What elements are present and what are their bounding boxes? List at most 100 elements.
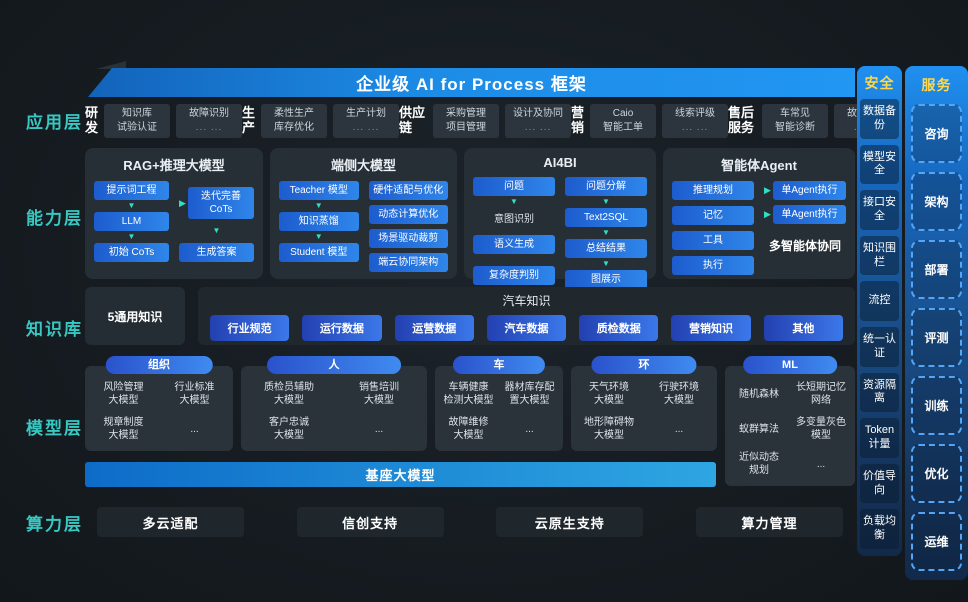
security-item: 资源隔离 [860,372,899,413]
service-item: 训练 [911,376,962,435]
flow-node: 单Agent执行 [772,205,846,224]
flow-node: 图展示 [565,270,647,289]
knowledge-pill: 行业规范 [210,315,290,341]
flow-node: 总结结果 [565,239,647,258]
model-item: ... [816,458,826,470]
service-item: 架构 [911,172,962,231]
model-item: 长短期记忆 网络 [796,382,846,406]
security-item: 知识围栏 [860,235,899,276]
knowledge-pill: 运行数据 [302,315,382,341]
compute-box: 多云适配 [97,507,244,537]
app-box: 柔性生产 库存优化 [261,104,328,138]
model-item: 蚁群算法 [739,423,779,435]
arrow-down-icon: ▼ [127,232,136,241]
auto-knowledge-title: 汽车知识 [502,294,551,308]
model-item: 客户忠诚 大模型 [269,417,309,441]
app-box: 故障识别 ... ... [176,104,243,138]
flow-node: 单Agent执行 [772,181,846,200]
arrow-down-icon: ▼ [314,232,323,241]
app-group-production: 生产 柔性生产 库存优化 生产计划 ... ... [242,104,400,138]
service-item: 评测 [911,308,962,367]
app-box: 生产计划 ... ... [333,104,400,138]
model-item: 多变量灰色 模型 [796,417,846,441]
model-group-people: 人 质检员辅助 大模型 销售培训 大模型 客户忠诚 大模型 ... [241,356,427,451]
knowledge-pill: 其他 [763,315,843,341]
auto-knowledge-panel: 汽车知识 行业规范 运行数据 运营数据 汽车数据 质检数据 营销知识 其他 [198,287,855,345]
service-column: 服务 咨询 架构 部署 评测 训练 优化 运维 [905,66,968,580]
panel-title: AI4BI [543,155,577,170]
rag-right-flow: ▶ 迭代完善CoTs ▼ 生成答案 [179,187,254,262]
app-box: Caio 智能工单 [590,104,657,138]
compute-box: 算力管理 [695,507,843,537]
panel-title: RAG+推理大模型 [123,158,225,173]
arrow-right-icon: ▶ [764,209,771,219]
knowledge-pill: 运营数据 [394,315,474,341]
layer-label-model: 模型层 [26,419,83,438]
app-box: 知识库 试验认证 [104,104,171,138]
service-column-title: 服务 [921,77,952,93]
app-box-line: ... ... [681,122,709,133]
security-item: 统一认证 [860,326,899,367]
panel-rag-reasoning-model: RAG+推理大模型 提示词工程 ▼ LLM ▼ 初始 CoTs ▶ 迭代完善Co… [85,148,263,279]
model-item: ... [190,423,199,435]
security-item: 流控 [860,281,899,321]
model-item: ... [374,423,384,435]
app-box: 车常见 智能诊断 [762,104,829,138]
capability-layer-row: RAG+推理大模型 提示词工程 ▼ LLM ▼ 初始 CoTs ▶ 迭代完善Co… [85,148,855,289]
arrow-down-icon: ▼ [510,197,518,206]
model-group-ml: ML 随机森林 长短期记忆 网络 蚁群算法 多变量灰色 模型 近似动态 规划 .… [725,356,855,486]
arrow-down-icon: ▼ [127,201,136,210]
rag-left-flow: 提示词工程 ▼ LLM ▼ 初始 CoTs [94,181,169,262]
app-group-marketing: 营销 Caio 智能工单 线索评级 ... ... [571,104,729,138]
knowledge-pill: 营销知识 [671,315,751,341]
security-column-title: 安全 [864,75,895,91]
flow-node: Student 模型 [279,243,359,262]
layer-label-capability: 能力层 [26,209,83,228]
model-item: 故障维修 大模型 [448,417,489,441]
security-item: 负载均衡 [860,509,899,549]
app-box: 采购管理 项目管理 [433,104,500,138]
model-group-organization: 组织 风险管理 大模型 行业标准 大模型 规章制度 大模型 ... [85,356,233,451]
model-item: 行业标准 大模型 [174,382,215,406]
flow-node: Teacher 模型 [279,181,359,200]
service-item: 运维 [911,512,962,571]
app-box-line: ... ... [352,122,380,133]
model-group-pill: 车 [452,356,546,374]
ai4bi-right-flow: 问题分解 ▼ Text2SQL ▼ 总结结果 ▼ 图展示 [565,177,647,289]
flow-node: Text2SQL [565,208,647,227]
model-item: 地形障碍物 大模型 [584,417,634,441]
compute-layer-row: 多云适配 信创支持 云原生支持 算力管理 [85,507,855,537]
framework-title-banner: 企业级 AI for Process 框架 [88,68,855,97]
flow-node: 初始 CoTs [94,243,169,262]
layer-label-knowledge: 知识库 [26,320,83,339]
app-box-line: Caio [612,108,634,119]
app-box-line: 库存优化 [274,122,315,133]
arrow-right-icon: ▶ [179,197,186,208]
service-item: 部署 [911,240,962,299]
application-layer-row: 研发 知识库 试验认证 故障识别 ... ... 生产 柔性生产 库存优化 生产… [85,99,901,143]
app-box-line: 采购管理 [446,108,487,119]
arrow-down-icon: ▼ [212,226,221,235]
model-item: 器材库存配 置大模型 [504,382,555,406]
app-group-supply-chain: 供应链 采购管理 项目管理 设计及协同 ... ... [399,104,572,138]
model-group-pill: ML [743,356,837,374]
layer-label-compute: 算力层 [26,515,83,534]
model-item: 规章制度 大模型 [103,417,144,441]
arrow-down-icon: ▼ [314,201,323,210]
model-group-vehicle: 车 车辆健康 检测大模型 器材库存配 置大模型 故障维修 大模型 ... [435,356,563,451]
model-group-pill: 人 [267,356,401,374]
model-item: ... [674,423,684,435]
panel-title: 端侧大模型 [330,158,396,173]
app-box-line: 线索评级 [675,108,716,119]
app-group-label: 营销 [571,105,585,135]
app-box-line: 知识库 [122,108,153,119]
app-box-line: 智能工单 [603,122,644,133]
model-item: 近似动态 规划 [739,452,779,476]
panel-agent: 智能体Agent 推理规划 记忆 工具 执行 ▶ 单Agent执行 ▶ 单Age… [663,148,855,279]
app-box-line: 智能诊断 [775,122,816,133]
model-item: 车辆健康 检测大模型 [443,382,494,406]
arrow-down-icon: ▼ [602,197,610,206]
arrow-right-icon: ▶ [764,185,771,195]
banner-fold-shape [96,61,126,69]
